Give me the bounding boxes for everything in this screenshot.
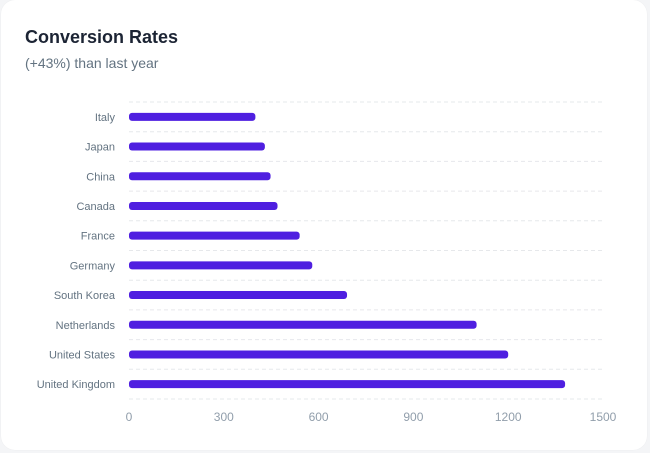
- category-label: Japan: [85, 142, 115, 154]
- category-label: United States: [49, 349, 116, 361]
- category-label: South Korea: [54, 290, 116, 302]
- card-title: Conversion Rates: [25, 27, 179, 47]
- bar-canada[interactable]: [129, 201, 278, 210]
- category-label: Italy: [95, 112, 116, 124]
- chart-grid: [129, 101, 603, 400]
- category-label: Germany: [70, 260, 116, 272]
- bar-united-states[interactable]: [129, 350, 509, 359]
- card-subtitle: (+43%) than last year: [25, 55, 159, 71]
- chart-category-labels: Italy Japan China Canada France Germany South …: [37, 112, 116, 391]
- bar-netherlands[interactable]: [129, 320, 477, 329]
- x-tick-label: 1500: [590, 410, 617, 424]
- chart-bars: [129, 112, 566, 389]
- x-tick-label: 900: [403, 410, 423, 424]
- bar-germany[interactable]: [129, 261, 313, 270]
- category-label: China: [86, 171, 116, 183]
- x-tick-label: 0: [126, 410, 133, 424]
- bar-south-korea[interactable]: [129, 291, 348, 300]
- bar-china[interactable]: [129, 172, 271, 181]
- bar-france[interactable]: [129, 231, 300, 240]
- bar-japan[interactable]: [129, 142, 265, 151]
- x-tick-label: 300: [214, 410, 234, 424]
- category-label: Canada: [76, 201, 115, 213]
- bar-italy[interactable]: [129, 112, 256, 121]
- category-label: Netherlands: [56, 320, 116, 332]
- chart-x-axis-ticks: 0 300 600 900 1200 1500: [126, 410, 617, 424]
- x-tick-label: 1200: [495, 410, 522, 424]
- x-tick-label: 600: [309, 410, 329, 424]
- category-label: France: [81, 231, 115, 243]
- category-label: United Kingdom: [37, 379, 115, 391]
- bar-united-kingdom[interactable]: [129, 380, 566, 389]
